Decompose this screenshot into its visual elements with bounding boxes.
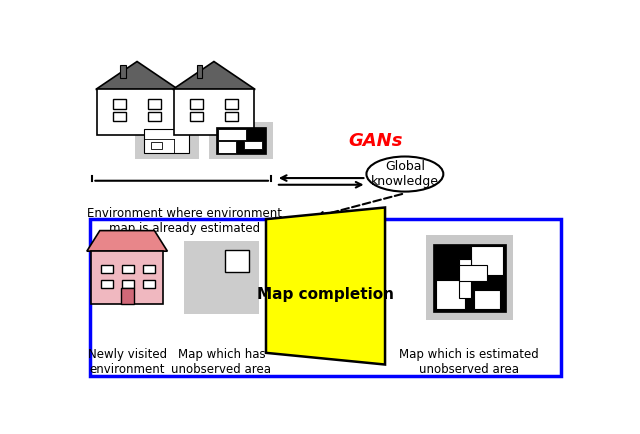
Bar bbox=[101, 265, 113, 273]
Bar bbox=[143, 265, 155, 273]
Bar bbox=[433, 243, 506, 312]
Text: Map completion: Map completion bbox=[257, 287, 394, 302]
Bar bbox=[90, 219, 561, 376]
Bar bbox=[174, 89, 253, 135]
Bar bbox=[225, 250, 249, 272]
Text: Newly visited
environment: Newly visited environment bbox=[88, 348, 166, 376]
Bar bbox=[113, 112, 126, 122]
Text: Map which is estimated
unobserved area: Map which is estimated unobserved area bbox=[399, 348, 540, 376]
Bar bbox=[225, 99, 238, 108]
Bar bbox=[151, 142, 163, 149]
Bar bbox=[143, 280, 155, 288]
Bar bbox=[209, 122, 273, 159]
Bar bbox=[144, 129, 189, 153]
Text: GANs: GANs bbox=[348, 132, 403, 150]
Bar bbox=[120, 65, 125, 78]
Bar bbox=[97, 89, 177, 135]
Bar bbox=[244, 141, 262, 149]
Bar bbox=[134, 122, 199, 159]
Bar bbox=[101, 280, 113, 288]
Bar bbox=[121, 288, 134, 304]
Bar bbox=[197, 65, 202, 78]
Bar bbox=[474, 290, 500, 309]
Bar bbox=[189, 99, 204, 108]
Text: Environment where environment
map is already estimated: Environment where environment map is alr… bbox=[86, 207, 282, 236]
Bar bbox=[113, 99, 126, 108]
Bar bbox=[218, 141, 236, 153]
Bar bbox=[459, 265, 487, 281]
Bar bbox=[148, 99, 161, 108]
Bar bbox=[148, 112, 161, 122]
Bar bbox=[218, 129, 246, 140]
Bar bbox=[436, 280, 465, 309]
Text: Global
knowledge: Global knowledge bbox=[371, 160, 439, 188]
Bar bbox=[122, 280, 134, 288]
Bar bbox=[426, 235, 513, 320]
Text: Map which has
unobserved area: Map which has unobserved area bbox=[172, 348, 271, 376]
Polygon shape bbox=[96, 62, 179, 89]
Bar bbox=[122, 265, 134, 273]
Bar bbox=[459, 259, 471, 298]
Bar bbox=[184, 241, 259, 314]
Bar bbox=[471, 246, 503, 275]
Bar bbox=[189, 112, 204, 122]
Polygon shape bbox=[173, 62, 255, 89]
Polygon shape bbox=[266, 207, 385, 365]
Polygon shape bbox=[87, 230, 168, 251]
Bar bbox=[91, 251, 163, 304]
Ellipse shape bbox=[367, 157, 444, 191]
Bar bbox=[216, 128, 266, 154]
Bar bbox=[225, 112, 238, 122]
